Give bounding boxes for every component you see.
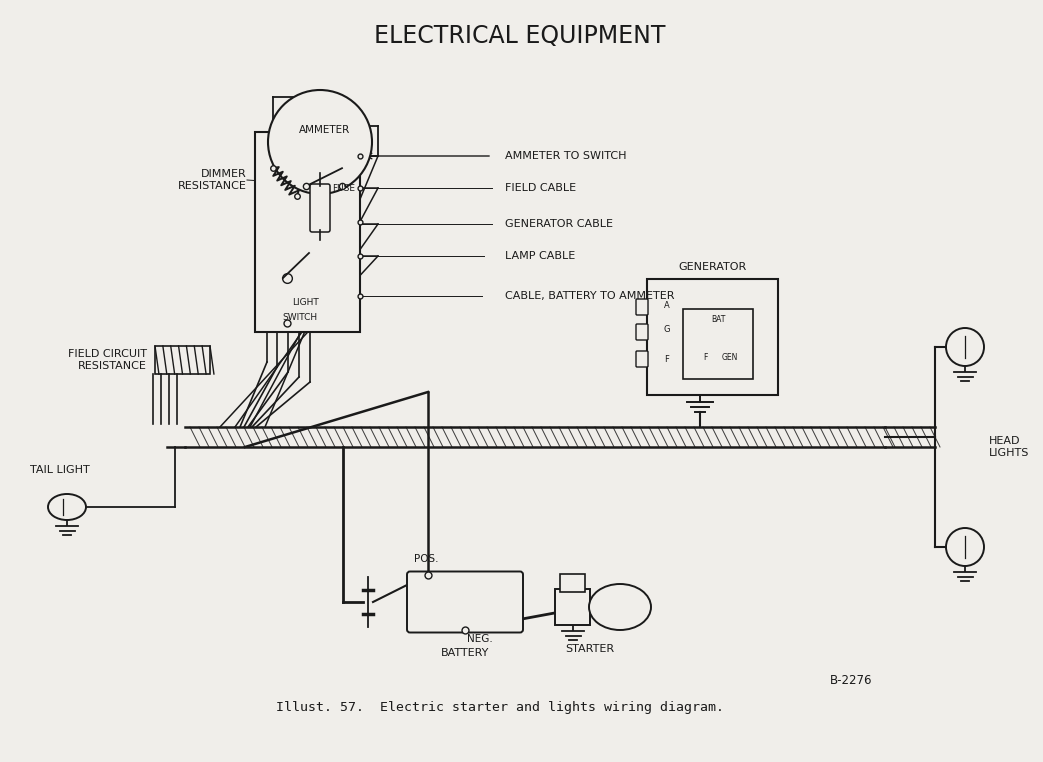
Text: GEN: GEN <box>722 353 738 361</box>
Text: FIELD CIRCUIT
RESISTANCE: FIELD CIRCUIT RESISTANCE <box>68 349 147 371</box>
Text: CABLE, BATTERY TO AMMETER: CABLE, BATTERY TO AMMETER <box>505 291 675 301</box>
Text: ELECTRICAL EQUIPMENT: ELECTRICAL EQUIPMENT <box>374 24 665 48</box>
Circle shape <box>946 328 984 366</box>
FancyBboxPatch shape <box>647 279 778 395</box>
Text: AMMETER: AMMETER <box>299 125 350 135</box>
Text: TAIL LIGHT: TAIL LIGHT <box>30 465 90 475</box>
FancyBboxPatch shape <box>310 184 330 232</box>
Text: LAMP CABLE: LAMP CABLE <box>505 251 576 261</box>
Text: SWITCH: SWITCH <box>282 313 317 322</box>
FancyBboxPatch shape <box>683 309 753 379</box>
Text: FIELD CABLE: FIELD CABLE <box>505 183 576 193</box>
Ellipse shape <box>589 584 651 630</box>
Circle shape <box>268 90 372 194</box>
Text: G: G <box>663 325 671 334</box>
Text: HEAD
LIGHTS: HEAD LIGHTS <box>989 436 1029 458</box>
Text: BAT: BAT <box>711 315 725 324</box>
FancyBboxPatch shape <box>636 351 648 367</box>
Text: Illust. 57.  Electric starter and lights wiring diagram.: Illust. 57. Electric starter and lights … <box>276 700 724 713</box>
Ellipse shape <box>48 494 86 520</box>
FancyBboxPatch shape <box>185 427 886 447</box>
FancyBboxPatch shape <box>555 589 590 625</box>
FancyBboxPatch shape <box>560 574 585 592</box>
FancyBboxPatch shape <box>636 299 648 315</box>
Circle shape <box>946 528 984 566</box>
Text: AMMETER TO SWITCH: AMMETER TO SWITCH <box>505 151 627 161</box>
Text: A: A <box>664 300 670 309</box>
Text: POS.: POS. <box>414 555 438 565</box>
FancyBboxPatch shape <box>254 132 360 332</box>
Text: GENERATOR: GENERATOR <box>678 262 747 272</box>
FancyBboxPatch shape <box>636 324 648 340</box>
Text: STARTER: STARTER <box>565 644 614 654</box>
Text: B-2276: B-2276 <box>830 674 873 687</box>
FancyBboxPatch shape <box>407 572 523 632</box>
Text: GENERATOR CABLE: GENERATOR CABLE <box>505 219 613 229</box>
Text: F: F <box>664 354 670 363</box>
Text: NEG.: NEG. <box>467 635 492 645</box>
Text: BATTERY: BATTERY <box>441 648 489 658</box>
Text: LIGHT: LIGHT <box>292 298 319 307</box>
Text: DIMMER
RESISTANCE: DIMMER RESISTANCE <box>178 169 247 190</box>
Text: F: F <box>703 353 707 361</box>
Text: FUSE: FUSE <box>332 184 355 193</box>
